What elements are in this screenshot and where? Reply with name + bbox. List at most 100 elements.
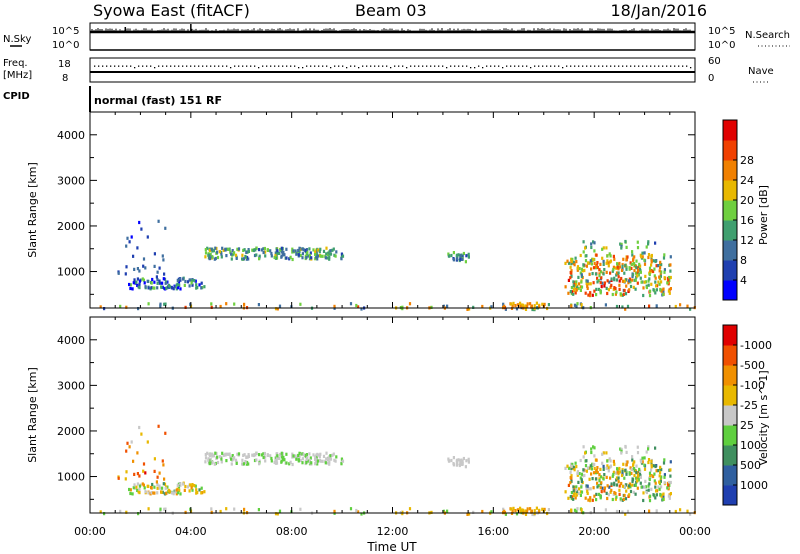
- range-cell: [136, 246, 139, 250]
- range-cell: [624, 307, 627, 311]
- range-cell: [595, 458, 598, 462]
- range-cell: [659, 470, 662, 475]
- range-cell: [607, 493, 610, 497]
- nave-tick-bottom: 0: [708, 73, 714, 84]
- power-colorbar-label: Power [dB]: [757, 185, 770, 245]
- range-cell: [620, 244, 623, 248]
- range-cell: [602, 259, 605, 263]
- nave-mark: [570, 65, 572, 67]
- range-cell: [642, 498, 645, 503]
- range-cell: [668, 291, 671, 295]
- range-cell: [211, 255, 214, 259]
- range-cell: [605, 475, 608, 479]
- range-cell: [333, 304, 336, 308]
- range-cell: [247, 248, 250, 252]
- nave-mark: [210, 65, 212, 67]
- range-cell: [281, 458, 285, 462]
- range-cell: [647, 279, 650, 283]
- range-cell: [266, 248, 269, 252]
- range-cell: [231, 253, 234, 257]
- range-cell: [357, 510, 360, 514]
- range-cell: [125, 510, 128, 514]
- range-cell: [312, 453, 315, 457]
- range-cell: [660, 485, 663, 489]
- nave-mark: [382, 65, 384, 67]
- range-cell: [325, 457, 328, 461]
- range-cell: [530, 304, 533, 308]
- range-cell: [190, 279, 193, 283]
- range-cell: [655, 493, 658, 497]
- range-cell: [570, 304, 573, 308]
- range-cell: [631, 478, 635, 482]
- range-cell: [133, 278, 136, 282]
- range-cell: [634, 476, 638, 480]
- range-cell: [241, 458, 244, 462]
- nave-mark: [338, 65, 340, 67]
- range-cell: [254, 453, 257, 457]
- range-cell: [674, 509, 677, 514]
- range-cell: [510, 302, 513, 306]
- range-cell: [647, 458, 651, 462]
- range-cell: [585, 254, 588, 258]
- range-cell: [578, 472, 581, 476]
- range-cell: [204, 248, 207, 252]
- range-cell: [264, 254, 267, 258]
- range-cell: [144, 471, 147, 475]
- range-cell: [253, 253, 257, 258]
- colorbar-tick-label: -500: [740, 359, 765, 372]
- range-cell: [622, 257, 625, 261]
- nave-mark: [266, 65, 268, 67]
- range-cell: [533, 304, 536, 308]
- range-cell: [233, 302, 236, 306]
- range-cell: [662, 290, 665, 294]
- range-cell: [640, 460, 643, 464]
- range-cell: [647, 445, 650, 449]
- range-cell: [430, 510, 433, 514]
- range-cell: [667, 494, 670, 498]
- nave-mark: [374, 65, 376, 67]
- range-cell: [278, 456, 281, 460]
- range-cell: [237, 452, 241, 456]
- nave-mark: [526, 65, 528, 67]
- range-cell: [625, 463, 628, 467]
- range-cell: [218, 455, 221, 459]
- range-cell: [639, 264, 642, 268]
- range-cell: [146, 279, 149, 283]
- range-cell: [224, 452, 227, 456]
- nave-mark: [290, 65, 292, 67]
- range-cell: [452, 456, 455, 460]
- nave-mark: [142, 65, 144, 67]
- range-cell: [543, 302, 546, 306]
- range-cell: [198, 488, 201, 492]
- range-cell: [166, 280, 169, 284]
- range-cell: [614, 492, 617, 496]
- range-cell: [649, 269, 652, 273]
- range-cell: [243, 302, 246, 306]
- range-cell: [578, 282, 581, 286]
- range-cell: [575, 284, 579, 288]
- range-cell: [164, 486, 167, 490]
- range-cell: [576, 266, 579, 270]
- colorbar-segment: [723, 260, 737, 281]
- range-cell: [329, 252, 333, 256]
- range-cell: [586, 261, 590, 265]
- nsky-panel: N.Sky 10^5 10^0 10^5 10^0 N.Search: [3, 22, 790, 51]
- range-cell: [162, 277, 165, 281]
- range-cell: [663, 475, 666, 479]
- range-cell: [163, 302, 166, 306]
- range-cell: [615, 278, 618, 282]
- range-cell: [669, 468, 672, 472]
- range-cell: [297, 458, 300, 462]
- range-cell: [543, 507, 546, 511]
- range-cell: [595, 469, 598, 473]
- range-cell: [227, 452, 230, 456]
- range-cell: [663, 481, 666, 485]
- range-cell: [161, 285, 164, 289]
- range-cell: [662, 497, 665, 501]
- colorbar-tick-label: 25: [740, 419, 754, 432]
- range-cell: [669, 480, 672, 485]
- range-cell: [647, 488, 650, 492]
- range-cell: [136, 451, 139, 455]
- range-cell: [275, 251, 278, 255]
- range-cell: [176, 483, 179, 487]
